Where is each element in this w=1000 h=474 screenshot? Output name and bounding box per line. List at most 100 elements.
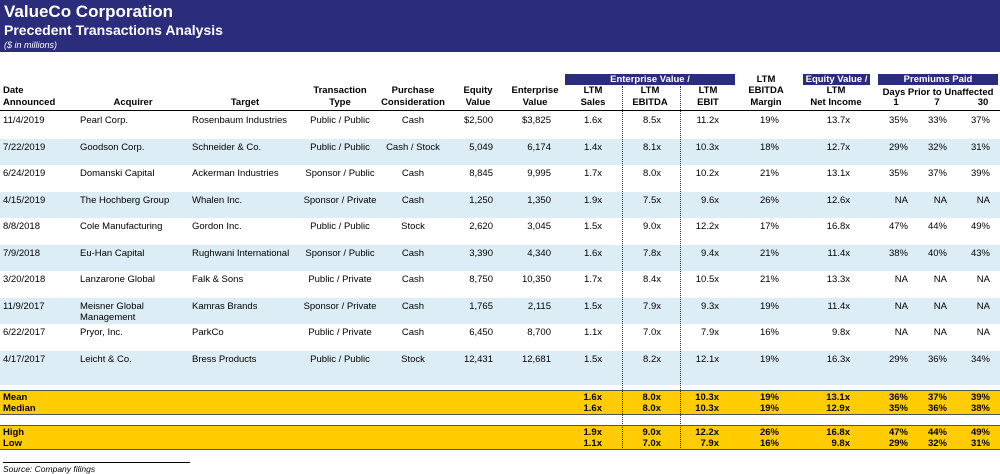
summary-cell: 37% (927, 392, 947, 403)
cell: Schneider & Co. (192, 141, 262, 153)
cell: 7.9x (643, 300, 661, 312)
cell: NA (894, 327, 908, 338)
summary-cell: 10.3x (695, 392, 719, 403)
header-line: Target (230, 96, 260, 108)
summary-cell: 1.6x (583, 392, 603, 403)
cell: Leicht & Co. (80, 353, 132, 365)
cell: 21% (759, 168, 779, 179)
header-line: Value (465, 96, 491, 108)
cell: Sponsor / Public (305, 247, 375, 259)
cell: 7.9x (701, 327, 719, 338)
cell: Cash (401, 194, 425, 206)
cell: 18% (759, 141, 779, 153)
cell: 5,049 (469, 141, 493, 153)
column-header: LTM EBITDA (610, 75, 690, 108)
summary-label: Low (3, 438, 22, 449)
header-line: Value (522, 96, 548, 108)
cell: 1,350 (527, 194, 551, 206)
cell: Rughwani International (192, 247, 290, 259)
title: ValueCo Corporation (4, 2, 174, 21)
column-header: Date Announced (3, 75, 83, 108)
header-band (0, 0, 1000, 52)
cell: 10.2x (695, 168, 719, 179)
cell: 12,431 (463, 353, 493, 365)
cell: 1.5x (584, 353, 602, 365)
subtitle: Precedent Transactions Analysis (4, 22, 223, 38)
column-header: Transaction Type (300, 75, 380, 108)
row-band (0, 244, 1000, 271)
cell: 21% (759, 247, 779, 259)
group-header: Enterprise Value / (565, 74, 735, 85)
header-rule (0, 110, 1000, 111)
header-line: LTM (756, 73, 776, 85)
cell: 34% (970, 353, 990, 365)
summary-cell: 7.9x (700, 438, 720, 449)
cell: 8/8/2018 (3, 221, 40, 232)
summary-cell: 16% (759, 438, 779, 449)
units: ($ in millions) (4, 40, 58, 50)
cell: 33% (927, 115, 947, 126)
header-line: Announced (3, 96, 56, 108)
cell: 7.0x (643, 327, 661, 338)
cell: 6,174 (527, 141, 551, 153)
column-header: 30 (943, 97, 1000, 108)
header-line: Net Income (810, 96, 862, 108)
cell: 1.6x (584, 115, 602, 126)
cell: Cash (401, 300, 425, 312)
cell: 11/9/2017 (3, 300, 45, 312)
summary-label: Mean (3, 392, 28, 403)
cell: 8.0x (643, 168, 661, 179)
cell: 1.5x (584, 300, 602, 312)
cell: 35% (888, 115, 908, 126)
header-line: LTM (826, 85, 846, 96)
summary-cell: 12.2x (695, 427, 719, 438)
cell: Public / Public (310, 141, 370, 153)
cell: 32% (927, 141, 947, 153)
cell: Cash / Stock (386, 141, 440, 153)
column-header: Purchase Consideration (373, 75, 453, 108)
summary-cell: 32% (927, 438, 947, 449)
cell: 10.5x (695, 274, 719, 285)
cell: 4/15/2019 (3, 194, 46, 206)
summary-cell: 13.1x (826, 392, 850, 403)
cell: 47% (888, 221, 908, 232)
cell: Stock (401, 353, 425, 365)
row-band (0, 138, 1000, 165)
cell: 19% (759, 115, 779, 126)
cell: 8.2x (643, 353, 661, 365)
header-line: Margin (750, 96, 782, 108)
cell: Eu-Han Capital (80, 247, 145, 259)
summary-cell: 19% (759, 403, 779, 414)
cell: 8,700 (527, 327, 551, 338)
divider (680, 86, 681, 448)
cell: Public / Public (310, 221, 370, 232)
cell: NA (976, 327, 990, 338)
cell: Public / Public (310, 115, 370, 126)
cell: Goodson Corp. (80, 141, 145, 153)
summary-cell: 12.9x (826, 403, 850, 414)
summary-cell: 35% (888, 403, 908, 414)
summary-cell: 1.9x (583, 427, 603, 438)
cell: The Hochberg Group (80, 194, 170, 206)
column-header: Enterprise Value (495, 75, 575, 108)
cell: Sponsor / Private (303, 194, 377, 206)
column-header: LTM EBITDA Margin (726, 73, 806, 108)
cell: Public / Public (310, 353, 370, 365)
cell: 13.3x (826, 274, 850, 285)
cell: 3,390 (469, 247, 493, 259)
cell: 16% (759, 327, 779, 338)
header-line: EBITDA (632, 96, 668, 108)
cell: 11/4/2019 (3, 115, 45, 126)
cell: 2,620 (469, 221, 493, 232)
summary-label: Median (3, 403, 36, 414)
cell: NA (976, 300, 990, 312)
cell: $3,825 (521, 115, 551, 126)
cell: 12.2x (695, 221, 719, 232)
cell: 43% (970, 247, 990, 259)
header-line: EBITDA (748, 85, 784, 96)
cell: Sponsor / Private (303, 300, 377, 312)
cell: 37% (970, 115, 990, 126)
group-header: Equity Value / (803, 74, 870, 85)
cell: 1.5x (584, 221, 602, 232)
cell: 11.4x (827, 247, 850, 259)
